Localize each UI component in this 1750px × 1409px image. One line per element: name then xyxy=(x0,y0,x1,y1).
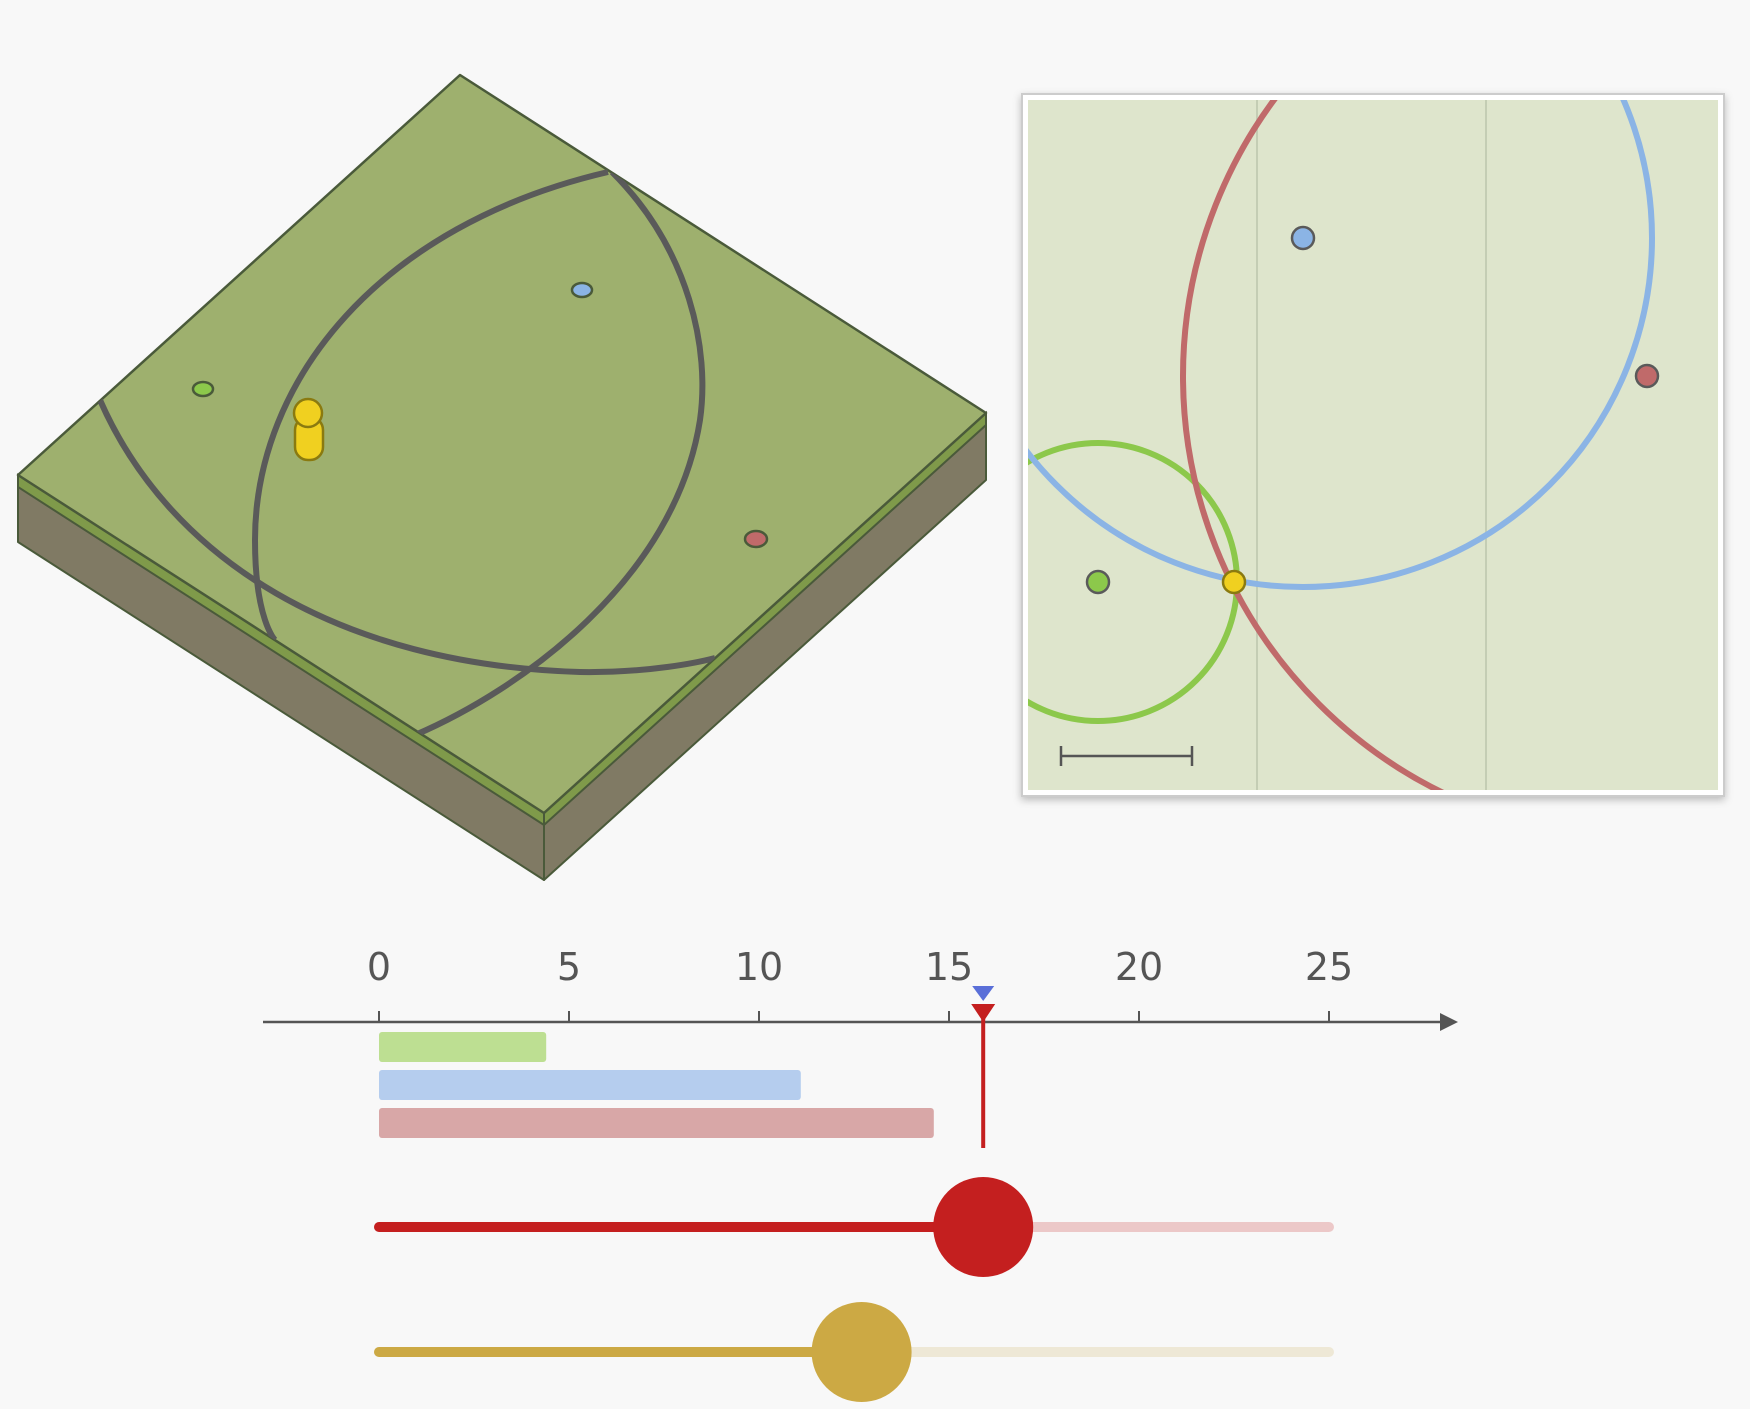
time-slider[interactable] xyxy=(374,1177,1334,1277)
map-beacon-green xyxy=(1085,569,1111,595)
timing-bar-green xyxy=(379,1032,547,1062)
axis-tick-label: 25 xyxy=(1305,945,1353,989)
timing-bar-red xyxy=(379,1108,934,1138)
axis-tick-label: 10 xyxy=(735,945,783,989)
axis-ticks: 0 5 10 15 20 25 xyxy=(367,945,1353,1022)
time-marker xyxy=(971,986,996,1148)
map-position-marker xyxy=(1221,569,1247,595)
terrain-circle-blue xyxy=(251,169,609,643)
axis-tick-label: 0 xyxy=(367,945,391,989)
axis-tick-label: 5 xyxy=(557,945,581,989)
terrain-beacon-blue xyxy=(570,281,594,299)
axis-tick-label: 15 xyxy=(925,945,973,989)
terrain-beacon-green xyxy=(191,380,215,398)
map-background xyxy=(1028,100,1718,790)
terrain-top xyxy=(16,73,988,815)
time-marker-red xyxy=(971,1004,996,1022)
map-range-circle-blue xyxy=(1028,100,1655,590)
map-range-circle-red xyxy=(1180,100,1445,790)
terrain-beacon-red xyxy=(743,529,769,549)
terrain-block xyxy=(16,73,988,881)
person-icon xyxy=(292,397,325,462)
map-content xyxy=(1028,100,1660,790)
axis-tick-label: 20 xyxy=(1115,945,1163,989)
map-beacon-red xyxy=(1634,363,1660,389)
map-beacon-blue xyxy=(1290,225,1316,251)
timing-bars xyxy=(379,1032,934,1138)
axis-arrow xyxy=(1440,1013,1458,1031)
map-inset xyxy=(1021,93,1725,797)
timing-bar-blue xyxy=(379,1070,801,1100)
terrain-range-circles xyxy=(97,169,716,738)
slider-thumb[interactable] xyxy=(811,1302,912,1402)
time-axis xyxy=(263,1013,1458,1031)
terrain-circle-1 xyxy=(97,398,716,676)
slider-thumb[interactable] xyxy=(933,1177,1034,1277)
scale-bar-icon xyxy=(1059,746,1194,766)
secondary-slider[interactable] xyxy=(374,1302,1334,1402)
time-marker-blue xyxy=(972,986,995,1001)
terrain-circle-2 xyxy=(413,169,706,738)
